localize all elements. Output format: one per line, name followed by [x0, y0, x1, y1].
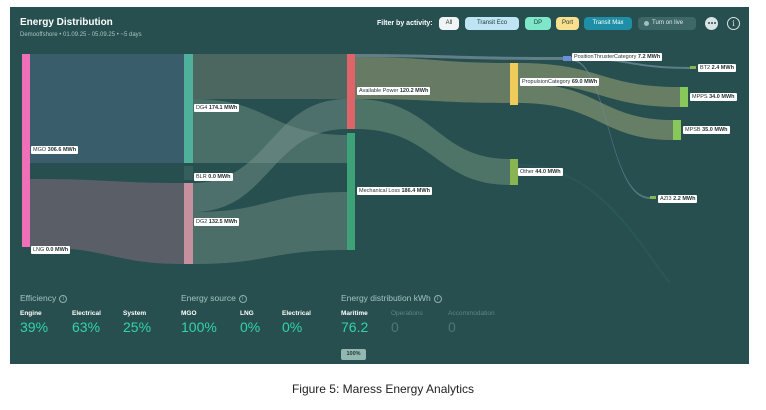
sankey-nodes — [22, 54, 696, 264]
link-dg4-loss — [193, 99, 347, 163]
label-dg2[interactable]: DG2 132.5 MWh — [194, 218, 240, 226]
mgo-source-label: MGO — [181, 310, 197, 317]
label-dg4[interactable]: DG4 174.1 MWh — [194, 104, 240, 112]
link-mgo-dg4 — [29, 54, 184, 163]
node-mpps — [680, 87, 688, 107]
node-available — [347, 54, 355, 129]
lng-source-label: LNG — [240, 310, 254, 317]
operations-value: 0 — [391, 319, 399, 335]
engine-label: Engine — [20, 310, 42, 317]
link-propulsion-mpsb — [518, 83, 673, 140]
electrical-efficiency-label: Electrical — [72, 310, 101, 317]
system-label: System — [123, 310, 147, 317]
node-mechanical-loss — [347, 133, 355, 250]
filter-label: Filter by activity: — [377, 20, 433, 27]
accommodation-value: 0 — [448, 319, 456, 335]
label-propulsion[interactable]: PropulsionCategory 69.0 MWh — [520, 78, 600, 86]
info-icon[interactable]: i — [238, 295, 247, 303]
live-dot-icon — [644, 21, 649, 26]
link-dg2-available — [193, 99, 347, 212]
info-icon[interactable]: i — [59, 295, 68, 303]
system-value: 25% — [123, 319, 152, 335]
label-mgo[interactable]: MGO 306.6 MWh — [31, 146, 79, 154]
node-dg4 — [184, 54, 193, 163]
efficiency-heading: Efficiency i — [20, 293, 68, 303]
label-mpsb[interactable]: MPSB 35.0 MWh — [683, 126, 730, 134]
energy-distribution-heading: Energy distribution kWh i — [341, 293, 442, 303]
operations-label: Operations — [391, 310, 423, 317]
link-mgo-dg2 — [29, 179, 184, 264]
label-available-power[interactable]: Available Power 120.2 MWh — [357, 87, 431, 95]
link-available-thruster — [355, 54, 563, 60]
node-propulsion — [510, 63, 518, 105]
engine-value: 39% — [20, 319, 49, 335]
page-subtitle: Demooffshore • 01.09.25 - 05.09.25 • ~5 … — [20, 32, 142, 38]
electrical-source-value: 0% — [282, 319, 303, 335]
node-position-thruster — [563, 56, 571, 61]
mgo-source-value: 100% — [181, 319, 217, 335]
label-blr[interactable]: BLR 0.0 MWh — [194, 173, 233, 181]
label-bt2[interactable]: BT2 2.4 MWh — [698, 64, 736, 72]
label-mechanical-loss[interactable]: Mechanical Loss 186.4 MWh — [357, 187, 432, 195]
more-options-icon[interactable] — [705, 17, 718, 30]
sankey-diagram — [22, 54, 696, 284]
maritime-label: Maritime — [341, 310, 368, 317]
link-dg4-available — [193, 54, 347, 99]
link-available-propulsion — [355, 57, 510, 103]
node-other — [510, 159, 518, 185]
node-azi3 — [650, 196, 656, 199]
filter-dp-button[interactable]: DP — [525, 17, 551, 30]
turn-on-live-button[interactable]: Turn on live — [638, 17, 696, 30]
maritime-share-badge: 100% — [341, 349, 366, 360]
electrical-efficiency-value: 63% — [72, 319, 101, 335]
filter-all-button[interactable]: All — [439, 17, 459, 30]
link-other-fade — [517, 164, 671, 284]
energy-dashboard-panel: Energy Distribution Demooffshore • 01.09… — [10, 7, 749, 364]
node-dg2 — [184, 183, 193, 264]
label-azi3[interactable]: AZI3 2.2 MWh — [658, 195, 698, 203]
info-icon[interactable]: i — [433, 295, 442, 303]
figure-caption: Figure 5: Maress Energy Analytics — [291, 382, 475, 396]
page-title: Energy Distribution — [20, 17, 113, 28]
label-position-thruster[interactable]: PositionThrusterCategory 7.2 MWh — [572, 53, 663, 61]
node-mgo — [22, 54, 30, 247]
link-dg2-loss — [193, 192, 347, 264]
filter-transit-eco-button[interactable]: Transit Eco — [465, 17, 519, 30]
label-other[interactable]: Other 44.0 MWh — [518, 168, 563, 176]
live-button-label: Turn on live — [652, 20, 684, 26]
node-blr — [184, 166, 193, 180]
energy-source-heading: Energy source i — [181, 293, 247, 303]
lng-source-value: 0% — [240, 319, 261, 335]
electrical-source-label: Electrical — [282, 310, 311, 317]
accommodation-label: Accommodation — [448, 310, 495, 317]
node-mpsb — [673, 120, 681, 140]
label-lng[interactable]: LNG 0.0 MWh — [31, 246, 71, 254]
filter-transit-max-button[interactable]: Transit Max — [584, 17, 632, 30]
node-bt2 — [690, 66, 696, 69]
maritime-value: 76.2 — [341, 319, 369, 335]
info-icon[interactable]: i — [727, 17, 740, 30]
link-available-other — [355, 99, 510, 185]
filter-port-button[interactable]: Port — [556, 17, 579, 30]
label-mpps[interactable]: MPPS 34.0 MWh — [690, 93, 737, 101]
